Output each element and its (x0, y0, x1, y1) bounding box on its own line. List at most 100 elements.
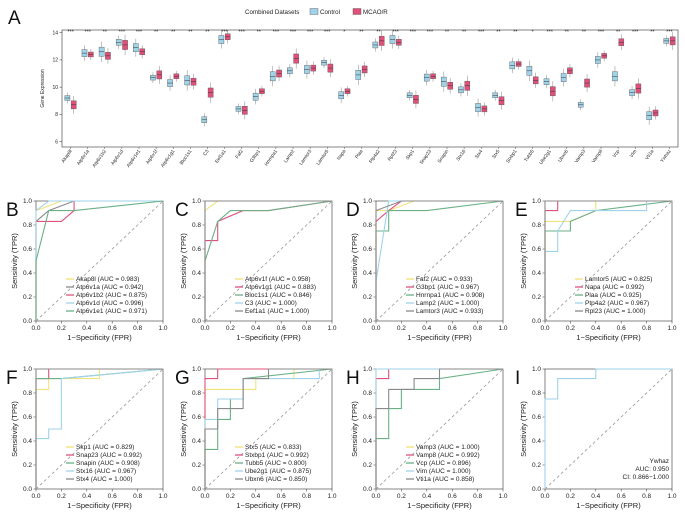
y-tick-label: 0.4 (23, 270, 32, 277)
legend-label-3: C3 (AUC = 1.000) (245, 300, 297, 307)
legend-title: Combined Datasets (245, 9, 299, 16)
panel-i: I 0.00.0 0.2 0.2 0.4 0.4 0.6 0.6 0.8 0.8 1.0 1.0 1−S… (515, 366, 677, 510)
y-tick-label-a: 8 (55, 112, 58, 118)
x-axis-label: 1−Specificity (FPR) (67, 501, 132, 510)
x-tick-label: 1.0 (498, 325, 507, 332)
x-axis-label: 1−Specificity (FPR) (407, 333, 472, 342)
x-tick-label: 0.0 (371, 325, 380, 332)
significance-label: *** (324, 30, 331, 36)
y-tick-label: 0.0 (363, 318, 372, 325)
x-tick-label-a: Bloc1s1 (179, 148, 194, 166)
legend-label-3: Ptp4a2 (AUC = 0.967) (585, 300, 649, 307)
x-tick-label: 0.6 (617, 493, 626, 500)
x-tick-label-a: Snap23 (419, 148, 434, 165)
chance-diagonal (375, 368, 504, 490)
significance-label: ** (496, 30, 501, 36)
roc-curve-4 (204, 200, 332, 321)
legend-label-0: Akap8l (AUC = 0.983) (76, 276, 139, 283)
significance-label: *** (632, 30, 639, 36)
x-tick-label-a: Atp6v1g1 (160, 148, 177, 168)
y-tick-label: 0.2 (192, 294, 201, 301)
x-tick-label-a: Akap8l (60, 149, 73, 164)
y-tick-label: 0.8 (192, 390, 201, 397)
x-tick-label-a: Ywhaz (659, 148, 673, 164)
significance-label: * (343, 30, 346, 36)
significance-label: ** (513, 30, 518, 36)
legend-label-3: Lamp2 (AUC = 1.000) (416, 300, 479, 307)
y-tick-label: 0.8 (363, 390, 372, 397)
y-tick-label: 0.4 (23, 438, 32, 445)
significance-label: *** (136, 30, 143, 36)
x-tick-label-a: Vim (629, 149, 639, 159)
significance-label: ** (650, 30, 655, 36)
panel-a: A Combined Datasets Control MCAO/R 6 8 10 12 14 G… (8, 8, 679, 169)
x-tick-label: 1.0 (327, 493, 336, 500)
legend-label-3: Atp6v1d (AUC = 0.996) (76, 300, 143, 307)
x-tick-label-a: Skp1 (405, 148, 416, 161)
legend-swatch-0 (309, 8, 319, 15)
y-tick-label: 1.0 (363, 198, 372, 205)
significance-label: ** (565, 30, 570, 36)
y-axis-label: Sensitivity (TPR) (10, 401, 19, 457)
legend-label-4: Eef1a1 (AUC = 1.000) (245, 308, 309, 315)
significance-label: ** (188, 30, 193, 36)
legend-label-2: Atp6v1b2 (AUC = 0.875) (76, 292, 147, 299)
x-tick-label: 0.2 (397, 325, 406, 332)
x-tick-label: 0.0 (31, 325, 40, 332)
x-tick-label-a: Faf2 (234, 148, 245, 160)
x-tick-label-a: Stx4 (474, 148, 485, 160)
significance-label: ** (445, 30, 450, 36)
x-tick-label-a: Vamp3 (574, 148, 588, 164)
legend-swatch-1 (352, 8, 362, 15)
x-tick-label: 0.8 (642, 325, 651, 332)
significance-label: *** (119, 30, 126, 36)
panel-label-e: E (515, 200, 528, 221)
y-tick-label: 0.0 (23, 318, 32, 325)
x-tick-label: 0.6 (277, 493, 286, 500)
x-tick-label: 0.0 (200, 325, 209, 332)
y-tick-label: 0.0 (532, 486, 541, 493)
y-tick-label-a: 6 (55, 139, 58, 145)
panel-label-c: C (175, 200, 189, 221)
y-axis-label: Sensitivity (TPR) (519, 233, 528, 289)
panel-e: E 0.00.0 0.2 0.2 0.4 0.4 0.6 0.6 0.8 0.8 1.0 1.0 1−S… (515, 198, 677, 342)
y-tick-label: 0.4 (192, 438, 201, 445)
x-tick-label: 0.8 (473, 325, 482, 332)
x-tick-label-a: Stx5 (491, 148, 502, 160)
x-tick-label-a: Rpl23 (387, 148, 399, 162)
legend-label-1: Atp6v1a (AUC = 0.942) (76, 284, 143, 291)
significance-label: *** (546, 30, 553, 36)
x-tick-label: 0.2 (397, 493, 406, 500)
panel-label-f: F (6, 368, 18, 389)
legend-label-0: Faf2 (AUC = 0.933) (416, 276, 473, 283)
y-axis-label-a: Gene Expression (40, 69, 46, 108)
significance-label: *** (273, 30, 280, 36)
x-tick-label: 1.0 (667, 493, 676, 500)
y-tick-label: 0.6 (192, 414, 201, 421)
x-tick-label-a: Stx16 (455, 148, 467, 162)
panel-label-g: G (175, 368, 190, 389)
y-tick-label: 0.8 (532, 390, 541, 397)
x-tick-label: 0.8 (302, 493, 311, 500)
x-tick-label-a: Eef1a1 (214, 148, 228, 164)
y-tick-label: 0.0 (192, 486, 201, 493)
panel-label-a: A (8, 8, 21, 29)
x-tick-label: 0.2 (566, 493, 575, 500)
x-tick-label: 0.0 (371, 493, 380, 500)
legend-label-4: Rpl23 (AUC = 1.000) (585, 308, 646, 315)
x-tick-label-a: Snapin (437, 148, 451, 164)
x-tick-label-a: Atp6v1b2 (91, 148, 108, 168)
x-tick-label: 0.2 (226, 493, 235, 500)
y-tick-label: 0.8 (23, 390, 32, 397)
chance-diagonal (35, 368, 164, 490)
x-tick-label-a: Vti1a (644, 148, 655, 161)
legend-label-1: Stxbp1 (AUC = 0.992) (245, 452, 309, 459)
x-tick-label-a: Vcp (612, 148, 622, 158)
panel-c: C 0.00.0 0.2 0.2 0.4 0.4 0.6 0.6 0.8 0.8 1.0 1.0 1−S… (175, 198, 337, 342)
panel-d: D 0.00.0 0.2 0.2 0.4 0.4 0.6 0.6 0.8 0.8 1.0 1.0 1−S… (346, 198, 508, 342)
x-tick-label-a: Napa (336, 148, 348, 161)
chance-diagonal (544, 200, 673, 322)
legend-label-1: Atp6v1g1 (AUC = 0.883) (245, 284, 316, 291)
significance-label: *** (290, 30, 297, 36)
